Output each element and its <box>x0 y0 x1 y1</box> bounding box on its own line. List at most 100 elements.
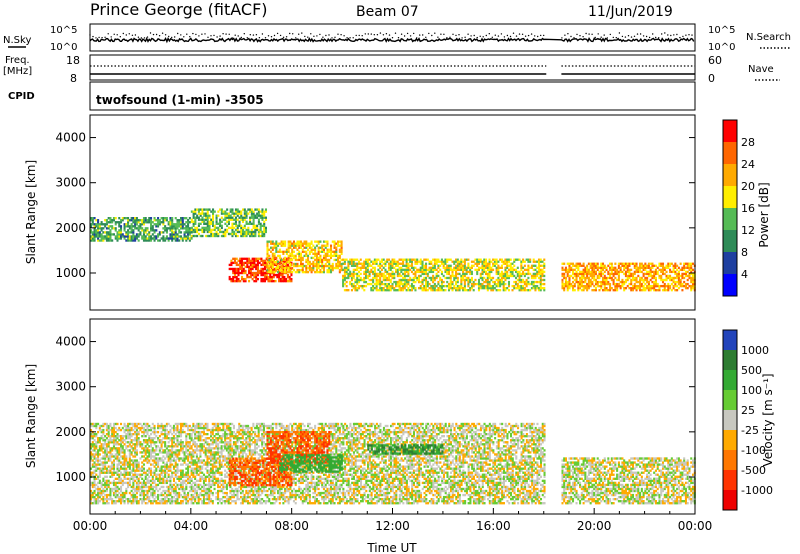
echo-cell <box>509 264 512 267</box>
echo-cell <box>174 465 177 468</box>
echo-cell <box>174 463 177 466</box>
echo-cell <box>130 229 133 232</box>
echo-cell <box>116 221 119 224</box>
echo-cell <box>337 266 340 270</box>
echo-cell <box>230 279 233 283</box>
echo-cell <box>204 226 208 230</box>
echo-cell <box>530 280 533 284</box>
echo-cell <box>139 457 142 460</box>
echo-cell <box>359 262 362 265</box>
echo-cell <box>340 268 343 272</box>
echo-cell <box>393 272 396 276</box>
nsearch-dot <box>131 34 134 36</box>
echo-cell <box>690 278 693 282</box>
echo-cell <box>684 286 687 290</box>
echo-cell <box>593 264 596 267</box>
echo-cell <box>220 226 223 230</box>
echo-cell <box>104 439 107 442</box>
echo-cell <box>442 260 445 263</box>
echo-cell <box>141 502 144 505</box>
echo-cell <box>153 455 156 458</box>
echo-cell <box>97 495 100 499</box>
echo-cell <box>440 260 443 263</box>
echo-cell <box>282 270 285 274</box>
echo-cell <box>249 208 252 211</box>
echo-cell <box>619 286 622 290</box>
echo-cell <box>244 257 247 260</box>
nsearch-dot <box>385 33 388 35</box>
echo-cell <box>213 234 216 238</box>
echo-cell <box>587 282 590 286</box>
echo-cell <box>97 219 100 222</box>
echo-cell <box>114 435 117 438</box>
echo-cell <box>114 422 117 426</box>
echo-cell <box>98 491 101 495</box>
echo-cell <box>137 463 140 466</box>
echo-cell <box>366 260 369 263</box>
echo-cell <box>407 268 410 272</box>
echo-cell <box>368 282 371 286</box>
echo-cell <box>236 228 239 232</box>
echo-cell <box>356 266 359 269</box>
echo-cell <box>155 447 158 450</box>
echo-cell <box>573 274 576 278</box>
echo-cell <box>162 426 165 430</box>
echo-cell <box>135 424 138 428</box>
echo-cell <box>609 286 612 290</box>
echo-cell <box>621 280 624 284</box>
echo-cell <box>114 481 117 485</box>
echo-cell <box>104 465 107 468</box>
echo-cell <box>212 210 215 213</box>
echo-cell <box>287 268 290 272</box>
echo-cell <box>568 274 571 278</box>
echo-cell <box>91 502 94 505</box>
echo-cell <box>151 227 154 230</box>
echo-cell <box>114 437 117 440</box>
echo-cell <box>470 272 473 276</box>
echo-cell <box>128 455 131 458</box>
echo-cell <box>405 289 408 292</box>
echo-cell <box>95 497 98 501</box>
echo-cell <box>160 426 163 430</box>
echo-cell <box>305 240 308 243</box>
echo-cell <box>345 280 348 284</box>
echo-cell <box>350 284 353 288</box>
echo-cell <box>587 276 590 280</box>
echo-cell <box>363 280 366 284</box>
echo-cell <box>208 216 211 219</box>
echo-cell <box>125 426 128 430</box>
echo-cell <box>118 479 121 483</box>
echo-cell <box>241 257 244 260</box>
echo-cell <box>244 277 247 281</box>
echo-cell <box>568 280 571 284</box>
nsearch-dot <box>473 34 475 37</box>
echo-cell <box>499 274 502 278</box>
echo-cell <box>352 276 355 280</box>
echo-cell <box>238 210 241 213</box>
echo-cell <box>326 268 329 272</box>
echo-cell <box>626 276 629 280</box>
echo-cell <box>529 260 532 263</box>
echo-cell <box>213 228 216 232</box>
echo-cell <box>672 270 675 274</box>
echo-cell <box>179 237 183 240</box>
echo-cell <box>449 258 452 261</box>
echo-cell <box>637 280 640 284</box>
echo-cell <box>301 266 304 270</box>
echo-cell <box>142 237 145 240</box>
echo-cell <box>233 269 236 273</box>
echo-cell <box>107 469 110 472</box>
echo-cell <box>153 441 156 444</box>
echo-cell <box>111 435 114 438</box>
echo-cell <box>493 282 496 286</box>
echo-cell <box>507 258 511 261</box>
echo-cell <box>447 266 451 269</box>
echo-cell <box>135 453 138 456</box>
echo-cell <box>283 277 286 281</box>
echo-cell <box>134 459 137 462</box>
echo-cell <box>672 268 675 272</box>
echo-cell <box>414 280 417 284</box>
echo-cell <box>609 262 612 265</box>
echo-cell <box>543 278 546 282</box>
echo-cell <box>347 272 350 276</box>
